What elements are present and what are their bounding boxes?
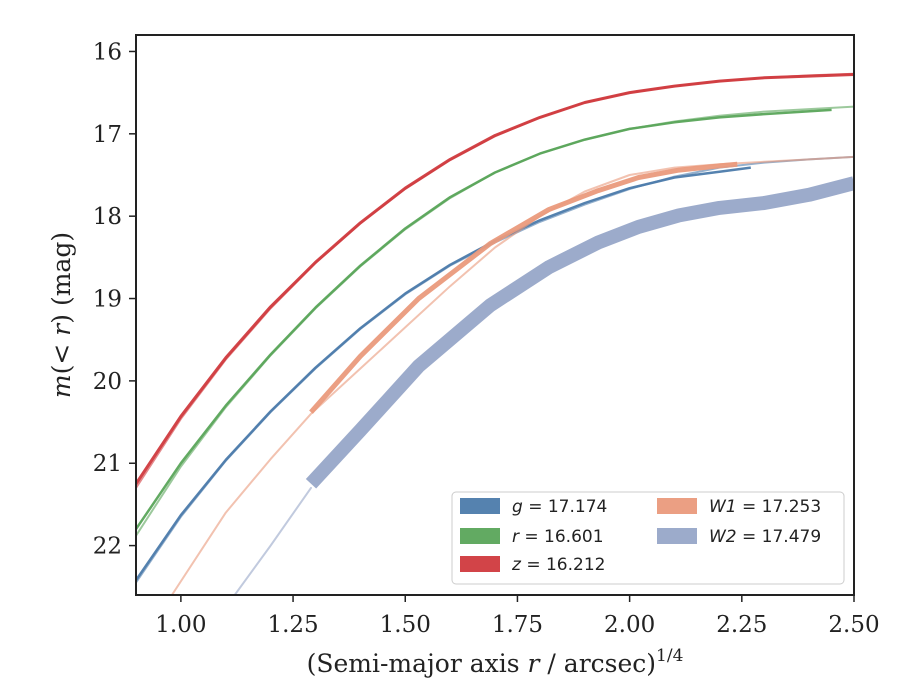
series-z-profile-line [136,73,854,485]
y-axis: 16 17 18 19 20 21 22 [93,39,136,560]
series-w2-profile-line [305,176,854,489]
legend-label-w1: W1 = 17.253 [709,497,821,517]
x-tick-label: 2.50 [828,612,879,638]
x-tick-label: 2.00 [604,612,655,638]
series-w2-model-line [233,486,312,595]
legend: g = 17.174 r = 16.601 z = 16.212 W1 = 17.25… [451,491,845,585]
x-tick-label: 1.50 [380,612,431,638]
x-tick-label: 1.75 [492,612,543,638]
series-w1-model-line [170,155,854,595]
legend-swatch-g [460,498,500,514]
series-r-model-line [136,105,854,537]
x-tick-label: 2.25 [716,612,767,638]
y-tick-label: 18 [93,204,122,230]
y-tick-label: 16 [93,39,122,65]
legend-box [451,491,845,585]
legend-label-z: z = 16.212 [511,555,605,575]
x-tick-label: 1.00 [155,612,206,638]
legend-swatch-r [460,528,500,544]
y-tick-label: 19 [93,287,122,313]
legend-swatch-w1 [657,498,697,514]
x-axis: 1.00 1.25 1.50 1.75 2.00 2.25 2.50 [155,595,880,638]
y-tick-label: 21 [93,451,122,477]
x-tick-label: 1.25 [267,612,318,638]
y-tick-label: 20 [93,369,122,395]
legend-label-g: g = 17.174 [512,497,607,517]
series-w1-profile-line [309,161,738,414]
legend-label-w2: W2 = 17.479 [709,527,821,547]
y-tick-label: 17 [93,122,122,148]
series-r-profile-line [136,108,832,530]
legend-swatch-w2 [657,528,697,544]
legend-swatch-z [460,556,500,572]
legend-label-r: r = 16.601 [512,527,604,547]
series-layer [136,72,854,595]
plot-frame [135,34,855,596]
y-axis-label: m(< r) (mag) [47,232,76,398]
series-g-profile-line [136,166,751,581]
y-tick-label: 22 [93,534,122,560]
x-axis-label: (Semi-major axis r / arcsec)1/4 [307,646,684,678]
